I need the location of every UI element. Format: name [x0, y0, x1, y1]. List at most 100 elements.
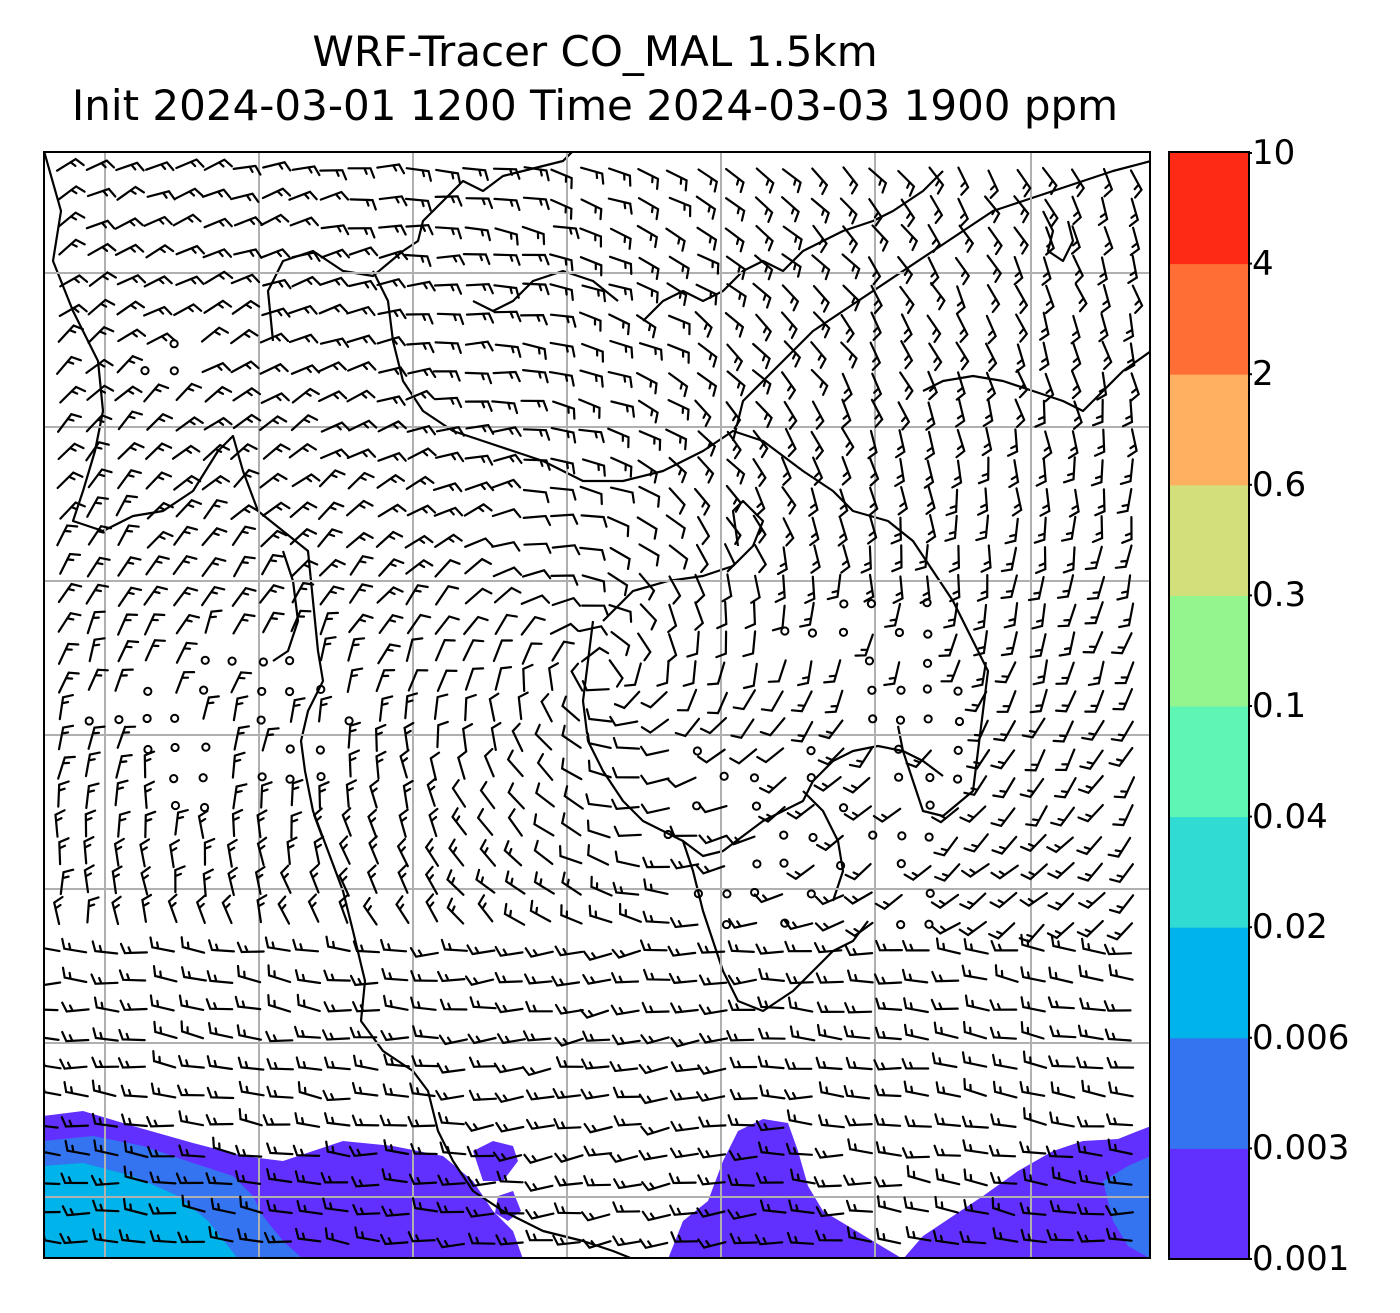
wind-barb: [875, 997, 903, 1011]
coastline-segment-8: [922, 350, 1151, 413]
wind-barb: [375, 530, 404, 548]
wind-barb: [1077, 1203, 1105, 1216]
wind-barb: [1078, 892, 1106, 910]
wind-barb: [522, 196, 550, 211]
wind-barb: [757, 1055, 785, 1070]
wind-barb: [789, 1025, 816, 1042]
wind-barb: [694, 487, 711, 516]
wind-barb: [814, 1147, 844, 1159]
wind-barb: [756, 747, 785, 764]
wind-barb: [86, 896, 100, 924]
wind-barb: [1020, 863, 1048, 881]
wind-barb: [378, 195, 408, 207]
wind-barb: [994, 964, 1019, 983]
wind-barb: [1044, 284, 1055, 315]
calm-wind-marker: [199, 685, 209, 695]
wind-barb: [696, 1207, 726, 1218]
wind-barb: [668, 196, 692, 218]
wind-barb: [325, 1140, 351, 1158]
wind-barb: [1019, 777, 1045, 799]
wind-barb: [85, 782, 100, 810]
wind-barb: [117, 640, 140, 663]
wind-barb: [928, 342, 943, 372]
wind-barb: [757, 996, 785, 1010]
wind-barb: [145, 555, 170, 576]
wind-barb: [319, 636, 337, 662]
wind-barb: [840, 314, 855, 343]
wind-barb: [1090, 459, 1104, 487]
wind-barb: [520, 399, 549, 412]
wind-barb: [491, 508, 522, 519]
wind-barb: [230, 671, 253, 694]
wind-barb: [208, 1022, 234, 1039]
wind-barb: [87, 725, 106, 750]
wind-barb: [788, 1199, 815, 1215]
wind-barb: [550, 574, 579, 586]
wind-barb: [90, 973, 119, 985]
wind-barb: [86, 187, 117, 198]
wind-barb: [694, 311, 713, 338]
wind-barb: [434, 615, 460, 635]
wind-barb: [899, 285, 915, 315]
wind-barb: [1039, 311, 1050, 341]
calm-wind-marker: [864, 656, 875, 666]
calm-wind-marker: [344, 716, 354, 726]
wind-barb: [434, 638, 456, 662]
wind-barb: [935, 1081, 962, 1098]
wind-barb: [1081, 1079, 1106, 1098]
wind-barb: [667, 343, 690, 364]
wind-barb: [587, 844, 610, 866]
wind-barb: [87, 668, 109, 691]
tracer-region-level-0-east: [668, 1119, 903, 1259]
wind-barb: [144, 639, 166, 662]
wind-barb: [1114, 544, 1133, 569]
wind-barb: [854, 633, 874, 657]
wind-barb: [1041, 166, 1058, 196]
wind-barb: [144, 810, 157, 839]
wind-barb: [931, 922, 961, 935]
wind-barb: [903, 1080, 930, 1097]
wind-barb: [483, 747, 495, 778]
wind-barb: [462, 639, 485, 662]
wind-barb: [289, 501, 318, 518]
wind-barb: [1081, 719, 1105, 741]
wind-barb: [493, 1062, 523, 1074]
wind-barb: [262, 501, 291, 517]
wind-barb: [464, 557, 492, 575]
wind-barb: [178, 994, 205, 1011]
wind-barb: [149, 994, 175, 1012]
wind-barb: [580, 514, 608, 528]
calm-wind-marker: [923, 629, 933, 639]
wind-barb: [668, 372, 689, 398]
wind-barb: [313, 835, 325, 865]
wind-barb: [640, 1125, 670, 1136]
wind-barb: [232, 164, 262, 176]
wind-barb: [817, 747, 845, 766]
wind-barb: [204, 270, 234, 285]
wind-barb: [379, 1114, 408, 1127]
wind-barb: [957, 197, 970, 228]
wind-barb: [934, 863, 961, 882]
wind-barb: [790, 1168, 816, 1185]
wind-barb: [436, 669, 458, 692]
wind-barb: [405, 637, 424, 662]
wind-barb: [1106, 1113, 1134, 1127]
wind-barb: [669, 1204, 698, 1216]
wind-barb: [760, 690, 784, 712]
calm-wind-marker: [838, 803, 849, 813]
wind-barb: [465, 282, 494, 295]
wind-barb: [643, 878, 669, 895]
wind-barb: [638, 572, 656, 601]
wind-barb: [579, 256, 603, 277]
wind-barb: [464, 371, 493, 385]
wind-barb: [203, 837, 216, 866]
wind-barb: [143, 585, 168, 606]
wind-barb: [436, 720, 449, 749]
wind-barb: [1070, 168, 1086, 198]
wind-barb: [233, 555, 256, 578]
wind-barb: [167, 893, 178, 924]
wind-barb: [143, 780, 155, 809]
wind-barb: [961, 964, 988, 981]
wind-barb: [59, 868, 75, 896]
wind-barb: [986, 284, 1001, 314]
